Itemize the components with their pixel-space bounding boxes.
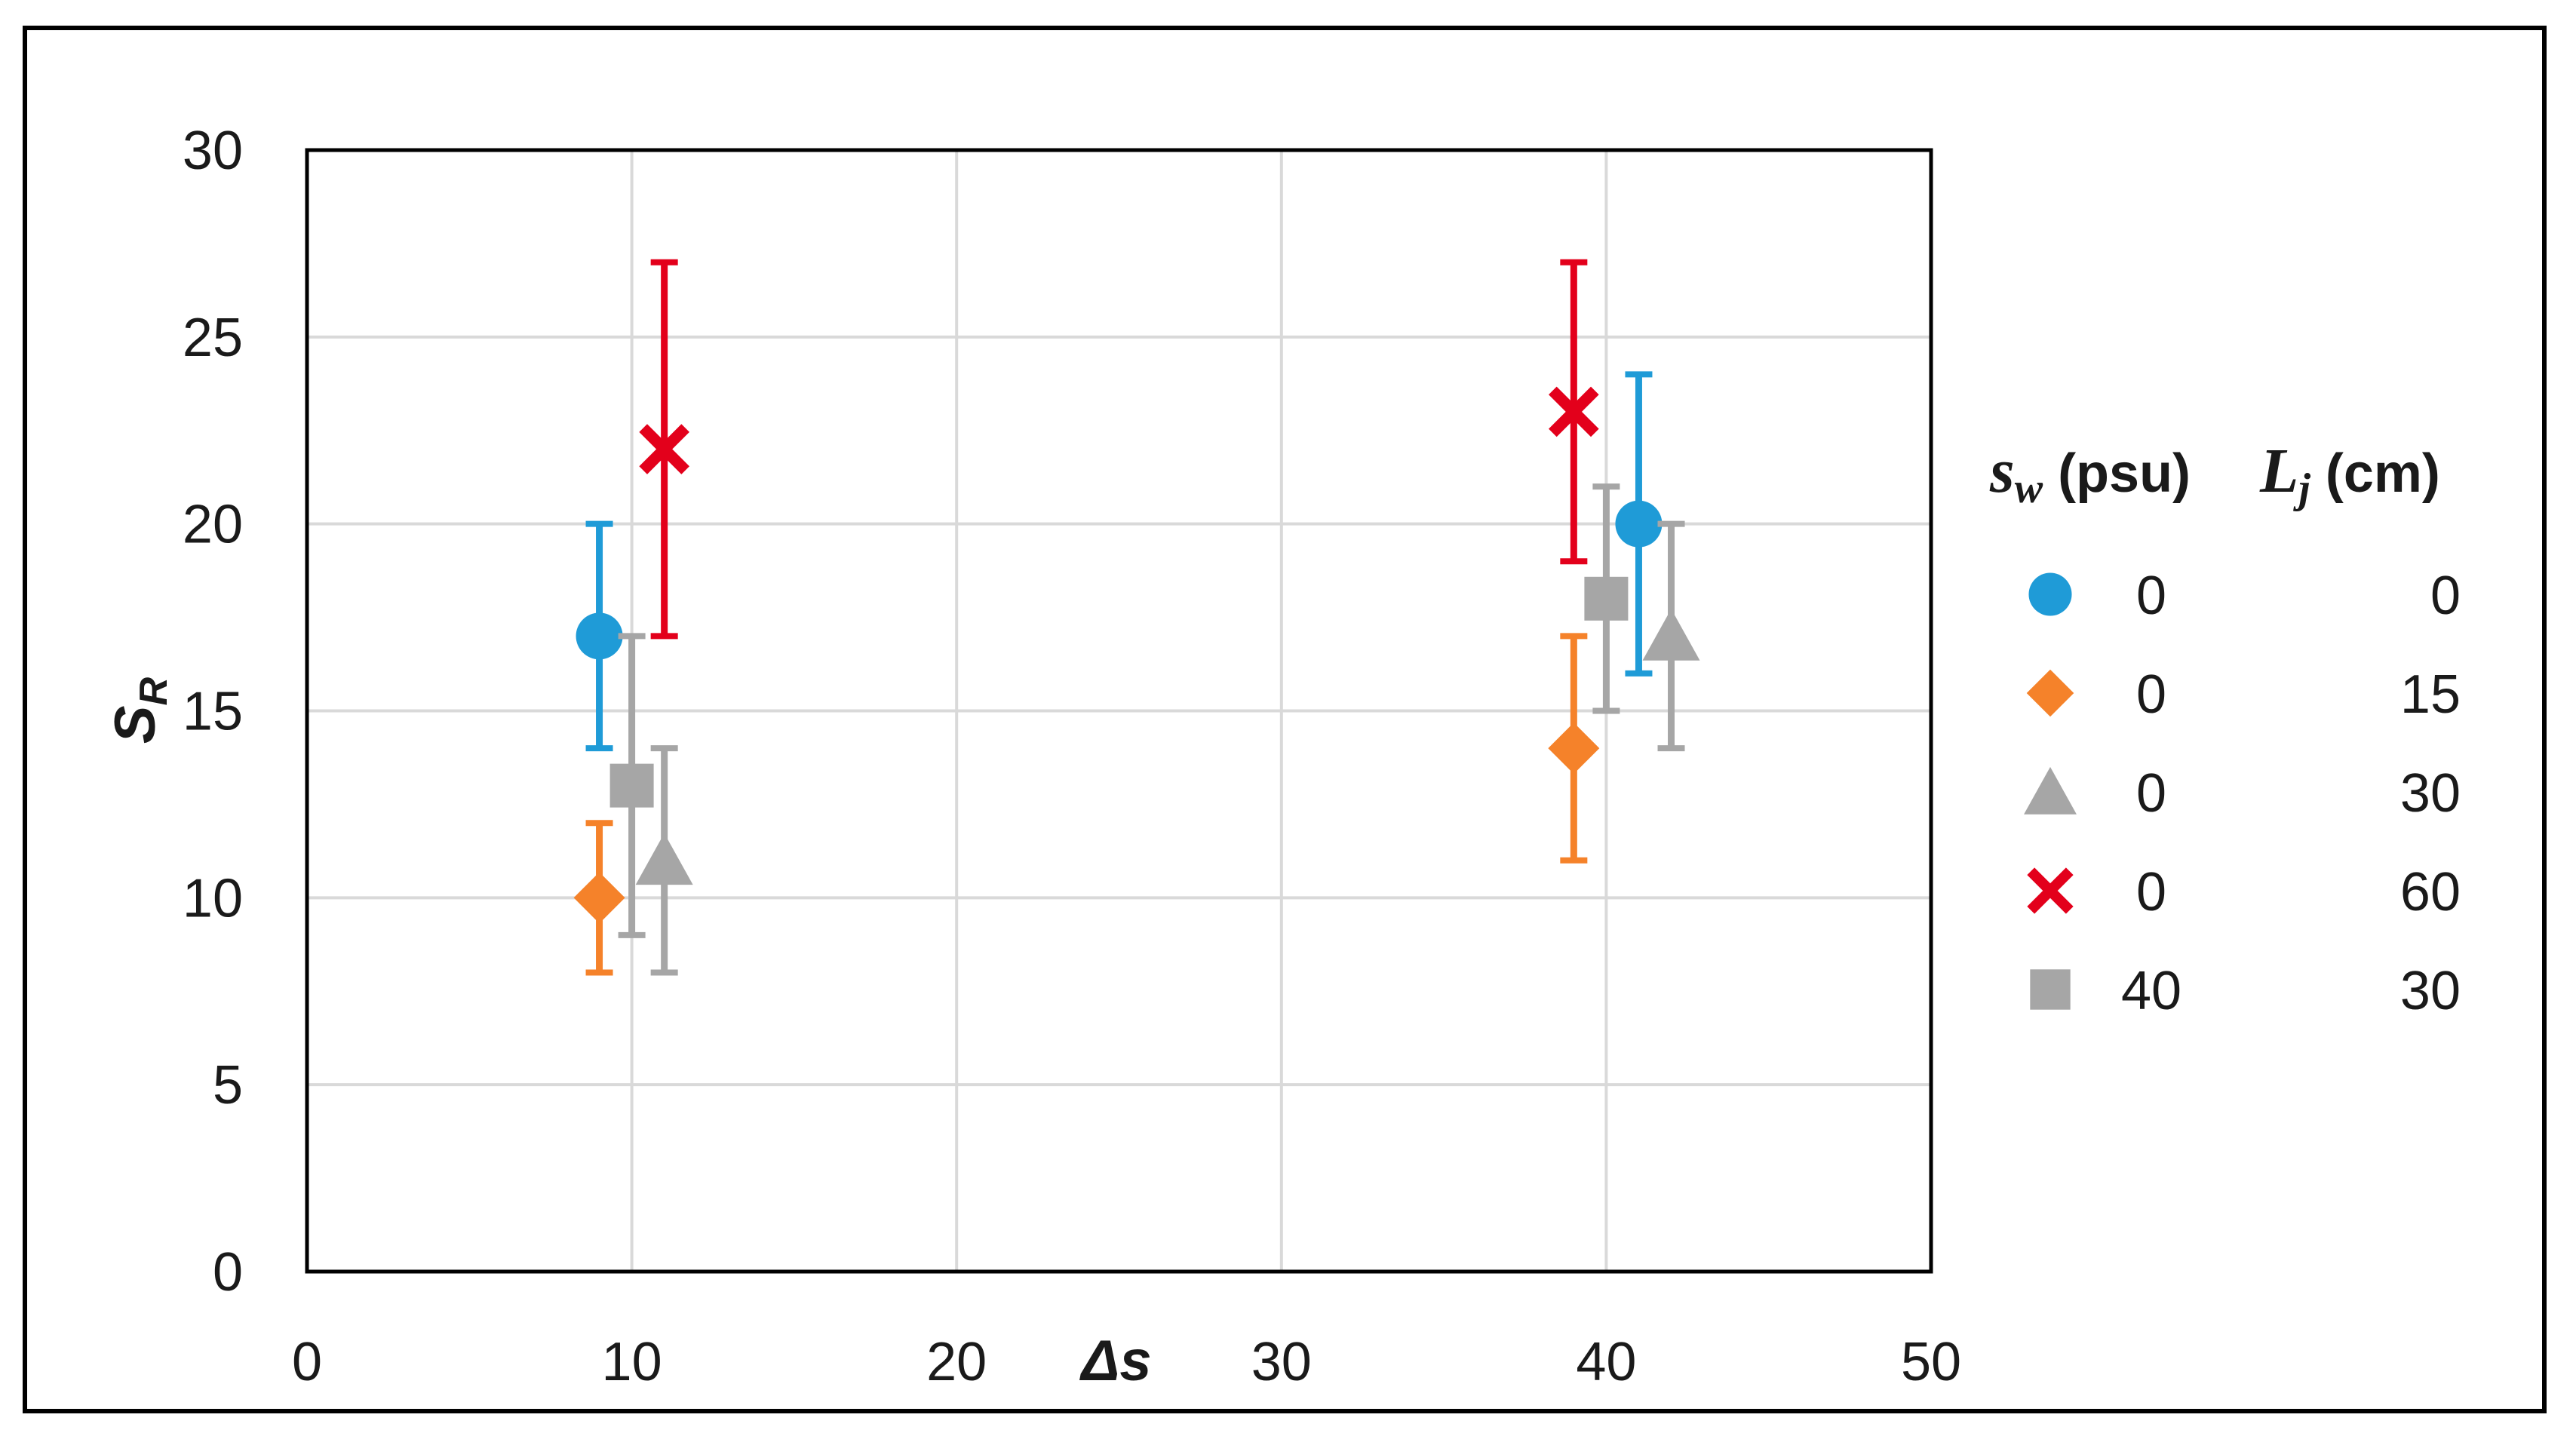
legend-sw-value: 0 — [2136, 763, 2166, 824]
y-tick-label: 30 — [183, 121, 243, 181]
x-tick-label: 0 — [292, 1332, 322, 1392]
legend-lj-value: 15 — [2400, 664, 2461, 725]
marker-triangle — [2024, 766, 2077, 815]
marker-circle — [2028, 572, 2072, 616]
data-series — [573, 259, 1700, 976]
series-x — [639, 259, 1599, 640]
legend-item: 0 30 — [2024, 763, 2461, 824]
series-diamond — [573, 633, 1600, 976]
grid — [307, 150, 1931, 1272]
legend-header-sw-unit: (psu) — [2043, 443, 2191, 504]
legend-item: 0 60 — [2027, 862, 2461, 922]
y-tick-label: 0 — [213, 1242, 243, 1303]
axis-ticks: 0 10 20 30 40 50 0 5 10 15 20 25 30 — [183, 121, 1961, 1392]
legend-lj-value: 30 — [2400, 961, 2461, 1021]
legend-header-lj-symbol: L — [2259, 436, 2298, 506]
y-axis-title-sub: R — [132, 677, 176, 705]
y-tick-label: 15 — [183, 682, 243, 742]
legend-sw-value: 0 — [2136, 862, 2166, 922]
plot-area-border — [305, 148, 1933, 1274]
legend-header-lj-unit: (cm) — [2310, 443, 2440, 504]
marker-diamond — [1548, 723, 1600, 775]
marker-square — [1584, 576, 1629, 621]
legend-item: 0 15 — [2026, 664, 2461, 725]
legend-item: 40 30 — [2030, 961, 2461, 1021]
series-square — [609, 483, 1629, 938]
x-axis-title: Δs — [1079, 1329, 1151, 1393]
marker-triangle — [635, 833, 693, 885]
legend-lj-value: 30 — [2400, 763, 2461, 824]
x-tick-label: 50 — [1901, 1332, 1961, 1392]
series-triangle — [635, 520, 1700, 976]
legend-header-sw-symbol: s — [1989, 436, 2015, 506]
y-axis-title-main: S — [103, 705, 167, 744]
x-tick-label: 20 — [926, 1332, 987, 1392]
marker-x — [2027, 867, 2074, 914]
legend-lj-value: 0 — [2430, 566, 2461, 626]
y-tick-label: 5 — [213, 1055, 243, 1115]
x-tick-label: 40 — [1576, 1332, 1636, 1392]
legend-header-lj: Lj (cm) — [2259, 436, 2440, 512]
marker-x — [639, 424, 689, 474]
marker-diamond — [2026, 669, 2074, 717]
y-tick-label: 25 — [183, 308, 243, 368]
series-circle — [576, 371, 1663, 752]
x-tick-label: 30 — [1251, 1332, 1312, 1392]
legend-header-sw: sw (psu) — [1989, 436, 2191, 512]
legend-sw-value: 40 — [2121, 961, 2181, 1021]
y-axis-title: SR — [103, 677, 176, 744]
y-tick-label: 20 — [183, 495, 243, 555]
marker-triangle — [1642, 609, 1700, 661]
marker-circle — [576, 612, 623, 660]
marker-square — [2030, 969, 2071, 1010]
marker-diamond — [573, 872, 625, 924]
legend-sw-value: 0 — [2136, 664, 2166, 725]
outer-border — [23, 26, 2547, 1413]
x-tick-label: 10 — [602, 1332, 662, 1392]
y-tick-label: 10 — [183, 868, 243, 928]
marker-circle — [1615, 500, 1663, 548]
marker-x — [1549, 386, 1599, 437]
legend-sw-value: 0 — [2136, 566, 2166, 626]
legend-lj-value: 60 — [2400, 862, 2461, 922]
legend-header-sw-sub: w — [2015, 465, 2043, 512]
marker-square — [609, 763, 654, 808]
